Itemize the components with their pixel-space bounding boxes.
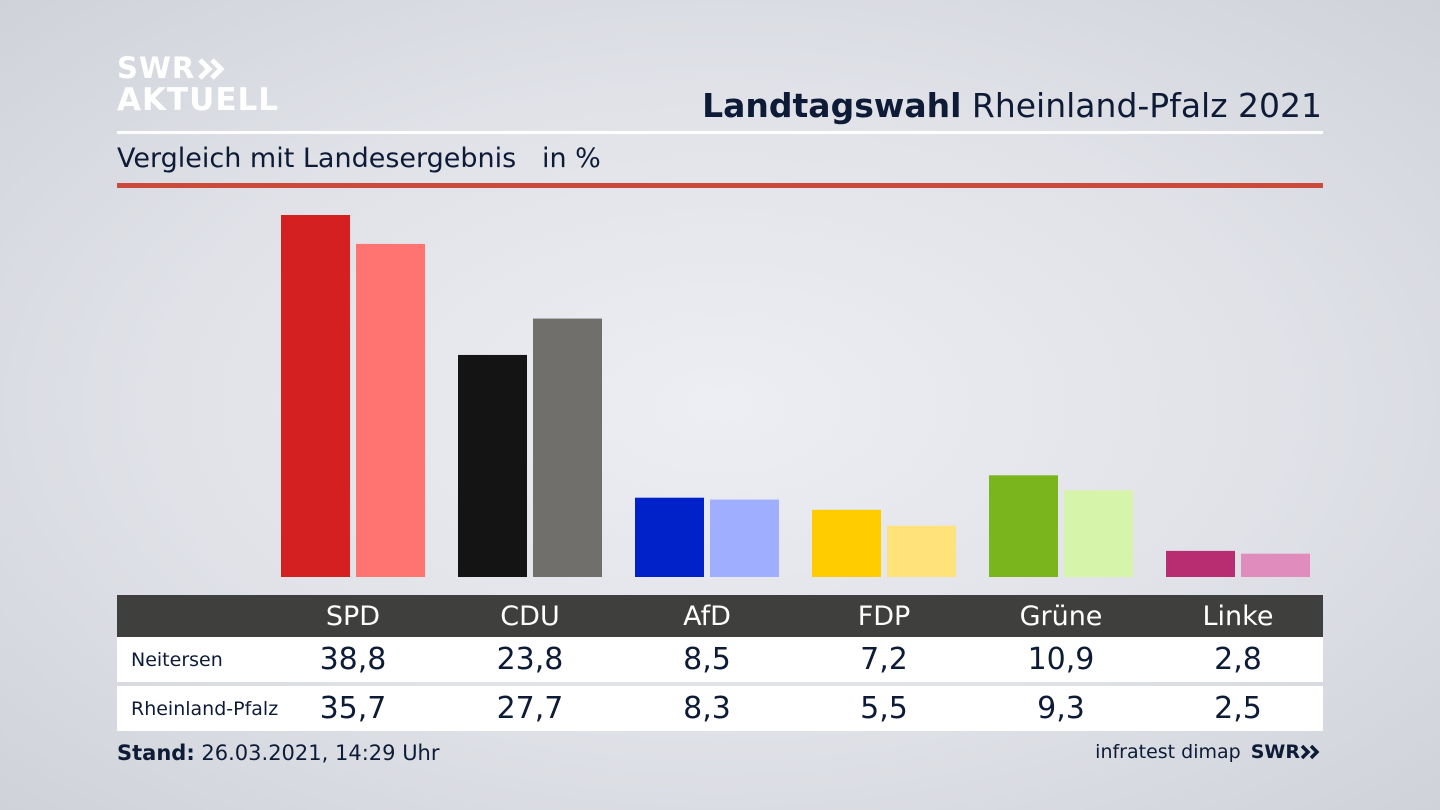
logo-aktuell-text: AKTUELL [117,82,280,118]
column-header-spd: SPD [325,600,381,632]
value-grne-state: 9,3 [1037,691,1085,726]
value-cdu-state: 27,7 [496,691,564,726]
source-credit: infratest dimap SWR [1095,741,1322,763]
column-header-fdp: FDP [857,600,911,632]
bar-spd-state [356,243,425,578]
divider-red [117,183,1323,188]
stand-value: 26.03.2021, 14:29 Uhr [201,741,440,765]
value-spd-local: 38,8 [319,642,387,677]
results-table: SPD CDU AfD FDP Grüne Linke Neitersen 38,8 23,… [117,595,1323,731]
column-header-cdu: CDU [500,600,560,632]
row-label-local: Neitersen [131,648,223,671]
value-cdu-local: 23,8 [496,642,564,677]
divider-white [117,131,1323,134]
bar-afd-local [635,497,704,577]
double-chevron-icon [198,57,225,80]
swr-aktuell-logo: SWR AKTUELL [117,54,279,116]
bar-cdu-state [533,318,602,577]
table-header-row: SPD CDU AfD FDP Grüne Linke [117,595,1323,637]
bar-spd-local [281,215,350,577]
double-chevron-icon [1300,744,1320,760]
table-row-local: Neitersen 38,8 23,8 8,5 7,2 10,9 2,8 [117,637,1323,682]
bar-linke-state [1241,553,1310,577]
column-header-grne: Grüne [1019,600,1103,632]
table-row-state: Rheinland-Pfalz 35,7 27,7 8,3 5,5 9,3 2,5 [117,686,1323,731]
column-header-linke: Linke [1202,600,1274,632]
value-afd-local: 8,5 [683,642,731,677]
subtitle-text: Vergleich mit Landesergebnis [117,143,517,174]
bar-afd-state [710,499,779,577]
subtitle-unit: in % [541,143,601,174]
value-fdp-state: 5,5 [860,691,908,726]
stand-label: Stand: [117,741,195,765]
bar-grne-local [989,475,1058,577]
swr-footer-logo: SWR [1251,741,1322,763]
title-rest: Rheinland-Pfalz 2021 [971,86,1322,125]
value-afd-state: 8,3 [683,691,731,726]
value-spd-state: 35,7 [319,691,387,726]
bar-linke-local [1166,550,1235,577]
column-header-afd: AfD [683,600,731,632]
bar-fdp-local [812,509,881,577]
bar-cdu-local [458,354,527,577]
value-grne-local: 10,9 [1027,642,1095,677]
value-linke-local: 2,8 [1214,642,1262,677]
swr-footer-text: SWR [1250,741,1300,763]
title-bold: Landtagswahl [702,86,962,125]
value-fdp-local: 7,2 [860,642,908,677]
page-title: Landtagswahl Rheinland-Pfalz 2021 [702,86,1322,125]
row-label-state: Rheinland-Pfalz [131,697,279,720]
logo-swr-text: SWR [117,51,196,85]
bar-fdp-state [887,525,956,577]
chart-subtitle: Vergleich mit Landesergebnis in % [117,143,601,174]
bar-grne-state [1064,490,1133,577]
value-linke-state: 2,5 [1214,691,1262,726]
timestamp: Stand: 26.03.2021, 14:29 Uhr [117,741,440,765]
source-text: infratest dimap [1095,741,1241,763]
